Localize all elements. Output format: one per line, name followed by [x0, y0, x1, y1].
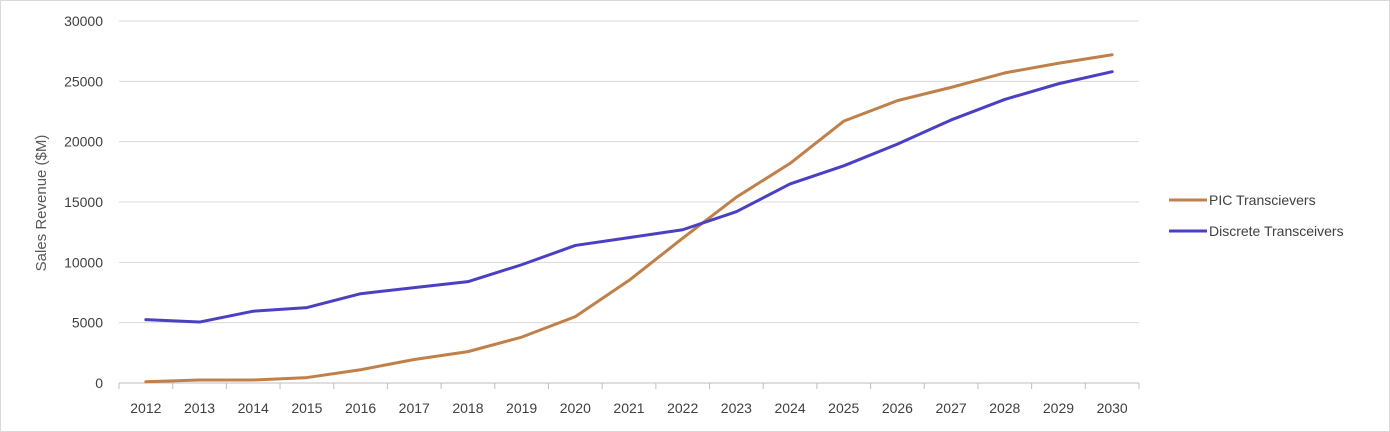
legend-label: Discrete Transceivers [1209, 223, 1344, 239]
x-tick-label: 2015 [291, 400, 322, 416]
legend: PIC Transcievers Discrete Transceivers [1169, 192, 1344, 239]
series-lines [144, 53, 1114, 384]
y-tick-label: 30000 [64, 13, 103, 29]
x-tick-label: 2029 [1043, 400, 1074, 416]
x-tick-label: 2022 [667, 400, 698, 416]
x-tick-label: 2027 [936, 400, 967, 416]
y-tick-label: 25000 [64, 73, 103, 89]
x-tick-label: 2017 [399, 400, 430, 416]
x-tick-label: 2030 [1097, 400, 1128, 416]
x-tick-label: 2021 [613, 400, 644, 416]
x-tick-label: 2028 [989, 400, 1020, 416]
y-axis-title: Sales Revenue ($M) [33, 135, 50, 272]
x-tick-label: 2014 [238, 400, 269, 416]
y-tick-label: 0 [95, 375, 103, 391]
y-tick-label: 20000 [64, 134, 103, 150]
x-tick-label: 2016 [345, 400, 376, 416]
x-tick-label: 2024 [774, 400, 805, 416]
series-line-discrete-transceivers [144, 70, 1114, 324]
x-tick-label: 2020 [560, 400, 591, 416]
series-line-pic-transcievers [144, 53, 1114, 384]
x-tick-label: 2013 [184, 400, 215, 416]
x-axis: 2012 2013 2014 2015 2016 2017 2018 2019 2020 2021… [118, 383, 1140, 416]
x-tick-label: 2026 [882, 400, 913, 416]
legend-label: PIC Transcievers [1209, 192, 1316, 208]
x-tick-label: 2018 [452, 400, 483, 416]
x-tick-label: 2012 [130, 400, 161, 416]
y-tick-label: 5000 [72, 315, 103, 331]
y-tick-label: 10000 [64, 254, 103, 270]
gridlines [119, 20, 1139, 384]
x-tick-label: 2025 [828, 400, 859, 416]
y-axis: 0 5000 10000 15000 20000 25000 30000 [64, 13, 103, 391]
x-tick-label: 2023 [721, 400, 752, 416]
x-tick-label: 2019 [506, 400, 537, 416]
y-tick-label: 15000 [64, 194, 103, 210]
